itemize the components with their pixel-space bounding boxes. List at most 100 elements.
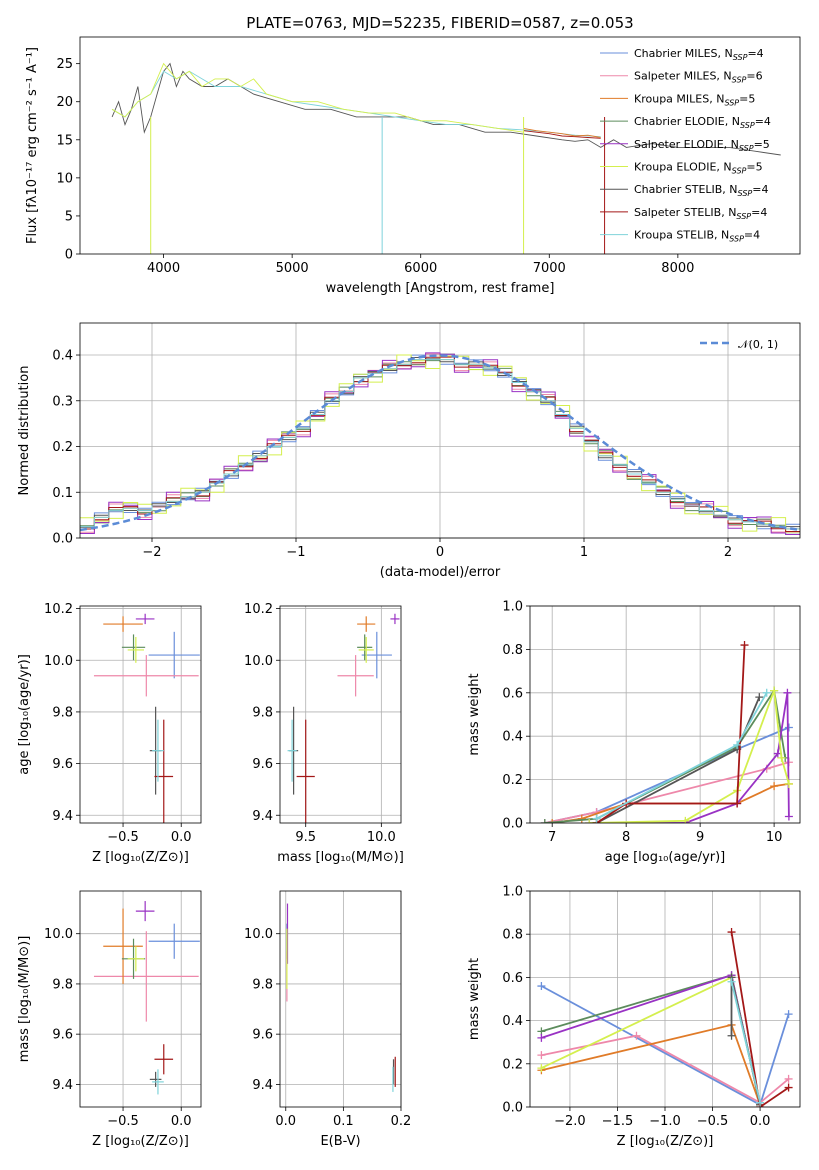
mass-vs-EBV-xtick-label: 0.1 — [333, 1114, 354, 1129]
mass-weight-vs-age-xlabel: age [log₁₀(age/yr)] — [605, 850, 726, 865]
weight-marker — [784, 779, 793, 788]
mass-vs-EBV-frame — [279, 890, 402, 1108]
weight-marker — [548, 819, 557, 823]
weight-marker — [537, 1033, 546, 1042]
legend-entry: Chabrier STELIB, NSSP=4 — [634, 183, 768, 198]
age-vs-mass-ytick-label: 9.6 — [252, 757, 273, 772]
weight-marker — [733, 740, 742, 749]
weight-marker — [784, 723, 793, 732]
weight-line — [596, 645, 746, 823]
mass-weight-vs-age-ytick-label: 0.6 — [502, 686, 523, 701]
mass-vs-EBV-ytick-label: 9.4 — [252, 1078, 273, 1093]
figure-title: PLATE=0763, MJD=52235, FIBERID=0587, z=0… — [246, 14, 633, 32]
weight-marker — [585, 819, 594, 823]
spectrum-xtick-label: 4000 — [147, 261, 180, 276]
weight-marker — [784, 1074, 793, 1083]
mass-vs-EBV-xlabel: E(B-V) — [320, 1134, 360, 1149]
mass-weight-vs-Z-ylabel: mass weight — [467, 958, 482, 1040]
weight-marker — [727, 1031, 736, 1040]
weight-marker — [537, 982, 546, 991]
age-vs-mass-axes: 9.5 10.0 9.4 9.6 9.8 10.0 10.2 mass [log₁₀(M/M⊙… — [244, 602, 404, 865]
weight-marker — [537, 1051, 546, 1060]
mass-weight-vs-Z-xtick-label: 0.0 — [750, 1114, 771, 1129]
spectrum-xtick-label: 8000 — [661, 261, 694, 276]
residuals-xtick-label: −2 — [142, 545, 161, 560]
residuals-ytick-label: 0.1 — [52, 486, 73, 501]
mass-vs-Z-ytick-label: 10.0 — [44, 927, 73, 942]
mass-vs-Z-xtick-label: −0.5 — [107, 1114, 139, 1129]
mass-weight-vs-Z-xtick-label: −1.0 — [649, 1114, 681, 1129]
mass-vs-EBV-ytick-label: 9.6 — [252, 1028, 273, 1043]
mass-weight-vs-Z-xlabel: Z [log₁₀(Z/Z⊙)] — [617, 1134, 714, 1149]
mass-vs-Z-ytick-label: 9.4 — [52, 1078, 73, 1093]
mass-vs-EBV-ytick-label: 9.8 — [252, 977, 273, 992]
weight-marker — [783, 688, 792, 697]
spectrum-ytick-label: 10 — [56, 171, 73, 186]
age-vs-mass-xlabel: mass [log₁₀(M/M⊙)] — [277, 850, 404, 865]
weight-line — [544, 726, 790, 823]
spectrum-axes: 4000 5000 6000 7000 8000 0 5 10 15 20 25 wavelength… — [25, 47, 694, 296]
mass-weight-vs-age-ylabel: mass weight — [467, 673, 482, 755]
mass-vs-EBV-ytick-label: 10.0 — [244, 927, 273, 942]
spectrum-xlabel: wavelength [Angstrom, rest frame] — [326, 281, 555, 296]
mass-weight-vs-age-ytick-label: 1.0 — [502, 600, 523, 615]
mass-weight-vs-Z-xtick-label: −0.5 — [697, 1114, 729, 1129]
age-vs-Z-frame — [79, 605, 202, 824]
weight-line — [589, 692, 790, 823]
mass-vs-EBV-xtick-label: 0.0 — [275, 1114, 296, 1129]
residuals-ytick-label: 0.3 — [52, 394, 73, 409]
weight-line — [730, 981, 761, 1103]
weight-marker — [537, 1064, 546, 1073]
legend-entry: Salpeter MILES, NSSP=6 — [634, 70, 763, 85]
legend-entry: Salpeter STELIB, NSSP=4 — [634, 206, 767, 221]
residuals-ylabel: Normed distribution — [17, 366, 32, 496]
weight-marker — [727, 977, 736, 986]
mass-vs-Z-xlabel: Z [log₁₀(Z/Z⊙)] — [92, 1134, 189, 1149]
legend-entry: Kroupa MILES, NSSP=5 — [634, 92, 755, 107]
mass-vs-Z-ylabel: mass [log₁₀(M/M⊙)] — [17, 936, 32, 1063]
mass-weight-vs-Z-frame — [529, 890, 801, 1108]
mass-weight-vs-Z-ytick-label: 0.6 — [502, 971, 523, 986]
legend-entry: Kroupa STELIB, NSSP=4 — [634, 229, 760, 244]
age-vs-Z-ytick-label: 9.8 — [52, 705, 73, 720]
age-vs-mass-ytick-label: 9.8 — [252, 705, 273, 720]
histogram-step — [80, 356, 800, 532]
age-vs-Z-ytick-label: 10.0 — [44, 654, 73, 669]
age-vs-mass-xtick-label: 9.5 — [295, 830, 316, 845]
mass-weight-vs-Z-ytick-label: 1.0 — [502, 885, 523, 900]
age-vs-mass-ytick-label: 9.4 — [252, 809, 273, 824]
spectrum-ytick-label: 5 — [65, 209, 73, 224]
weight-marker — [577, 814, 586, 823]
age-vs-Z-axes: −0.5 0.0 9.4 9.6 9.8 10.0 10.2 Z [log₁₀(Z/Z⊙)] a… — [17, 602, 201, 865]
age-vs-Z-ytick-label: 9.4 — [52, 809, 73, 824]
spectrum-line — [523, 127, 601, 138]
legend-entry: Chabrier ELODIE, NSSP=4 — [634, 115, 771, 130]
spectrum-xtick-label: 7000 — [533, 261, 566, 276]
spectrum-ytick-label: 0 — [65, 248, 73, 263]
residuals-ytick-label: 0.0 — [52, 532, 73, 547]
weight-marker — [784, 1083, 793, 1092]
residuals-frame — [79, 322, 801, 539]
mass-weight-vs-age-xtick-label: 8 — [622, 830, 630, 845]
residuals-xtick-label: 0 — [436, 545, 444, 560]
weight-marker — [770, 686, 779, 695]
residuals-xlabel: (data-model)/error — [380, 565, 501, 580]
mass-vs-EBV-xtick-label: 0.2 — [391, 1114, 412, 1129]
weight-line — [589, 690, 790, 823]
weight-marker — [733, 799, 742, 808]
mass-vs-Z-axes: −0.5 0.0 9.4 9.6 9.8 10.0 Z [log₁₀(Z/Z⊙)] mass … — [17, 891, 201, 1149]
age-vs-Z-points — [93, 613, 200, 823]
weight-marker — [740, 641, 749, 650]
mass-vs-Z-frame — [79, 890, 202, 1108]
mass-weight-vs-Z-xtick-label: −2.0 — [554, 1114, 586, 1129]
mass-weight-vs-Z-ytick-label: 0.0 — [502, 1101, 523, 1116]
spectrum-line — [523, 130, 601, 139]
weight-marker — [727, 928, 736, 937]
weight-marker — [755, 693, 764, 702]
age-vs-mass-points — [287, 613, 400, 823]
weight-marker — [592, 814, 601, 823]
age-vs-Z-xtick-label: −0.5 — [107, 830, 139, 845]
mass-weight-vs-Z-lines — [537, 928, 793, 1107]
histogram-step — [80, 352, 800, 535]
mass-weight-vs-age-ytick-label: 0.0 — [502, 817, 523, 832]
